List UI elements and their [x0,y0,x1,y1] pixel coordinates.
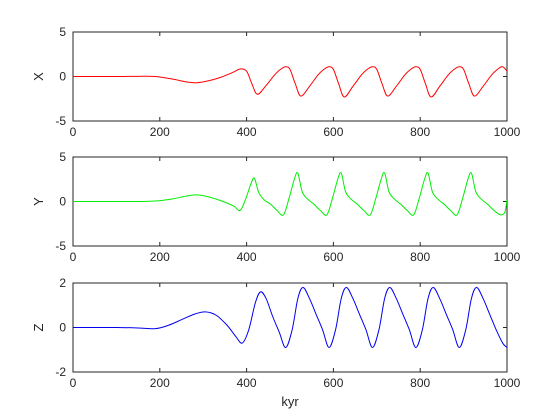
y-tick-label: -5 [55,239,66,253]
x-tick-label: 800 [410,250,430,264]
x-tick-label: 0 [70,250,77,264]
series-line-3-1 [73,286,507,349]
x-tick-label: 200 [150,125,170,139]
x-tick-label: 800 [410,376,430,390]
x-tick-label: 400 [237,376,257,390]
x-tick-label: 400 [237,250,257,264]
plot-area-3 [72,282,508,373]
x-tick-label: 1000 [494,376,521,390]
y-tick-label: 5 [59,25,66,39]
y-tick-label: 0 [59,70,66,84]
x-tick-label: 600 [323,250,343,264]
subplot-2: 0 200 400 600 800 1000 -5 0 5 Y [31,150,521,264]
x-tick-label: 0 [70,376,77,390]
series-line-1-1 [73,66,507,98]
x-tick-label: 0 [70,125,77,139]
y-tick-label: 0 [59,321,66,335]
x-tick-label: 400 [237,125,257,139]
y-tick-label: 0 [59,195,66,209]
x-tick-label: 800 [410,125,430,139]
x-tick-label: 1000 [494,125,521,139]
x-tick-label: 600 [323,376,343,390]
x-tick-label: 200 [150,376,170,390]
y-tick-label: 5 [59,150,66,164]
x-axis-label: kyr [281,394,299,409]
subplot-1: 0 200 400 600 800 1000 -5 0 5 X [31,25,521,139]
y-tick-label: -5 [55,114,66,128]
y-axis-label: Y [31,197,46,206]
y-tick-label: -2 [55,365,66,379]
series-line-2-1 [73,172,507,216]
x-tick-label: 600 [323,125,343,139]
y-tick-label: 2 [59,276,66,290]
x-tick-label: 1000 [494,250,521,264]
x-tick-label: 200 [150,250,170,264]
y-axis-label: X [31,72,46,81]
y-axis-label: Z [31,323,46,331]
